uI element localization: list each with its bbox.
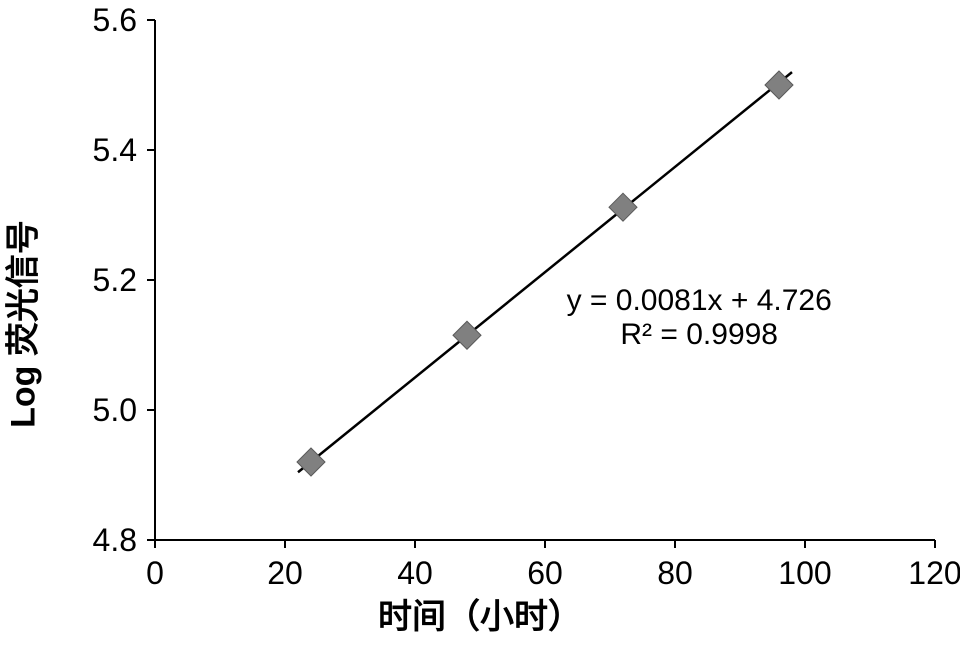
x-tick-label: 80 [657,555,693,591]
x-tick-label: 60 [527,555,563,591]
y-tick-label: 5.0 [93,392,137,428]
r2-text: R² = 0.9998 [567,318,832,352]
trendline [298,72,792,472]
trendline-annotation: y = 0.0081x + 4.726 R² = 0.9998 [567,284,832,352]
data-marker [453,321,481,349]
x-tick-label: 100 [778,555,831,591]
x-axis-label: 时间（小时） [378,589,582,638]
equation-text: y = 0.0081x + 4.726 [567,284,832,318]
x-tick-label: 0 [146,555,164,591]
x-tick-label: 40 [397,555,433,591]
y-tick-label: 4.8 [93,522,137,558]
y-tick-label: 5.2 [93,262,137,298]
y-tick-label: 5.6 [93,2,137,38]
y-axis-label: Log 荧光信号 [0,220,45,428]
y-tick-label: 5.4 [93,132,137,168]
chart-container: 0204060801001204.85.05.25.45.6 Log 荧光信号 … [0,0,960,648]
x-tick-label: 120 [908,555,960,591]
x-tick-label: 20 [267,555,303,591]
